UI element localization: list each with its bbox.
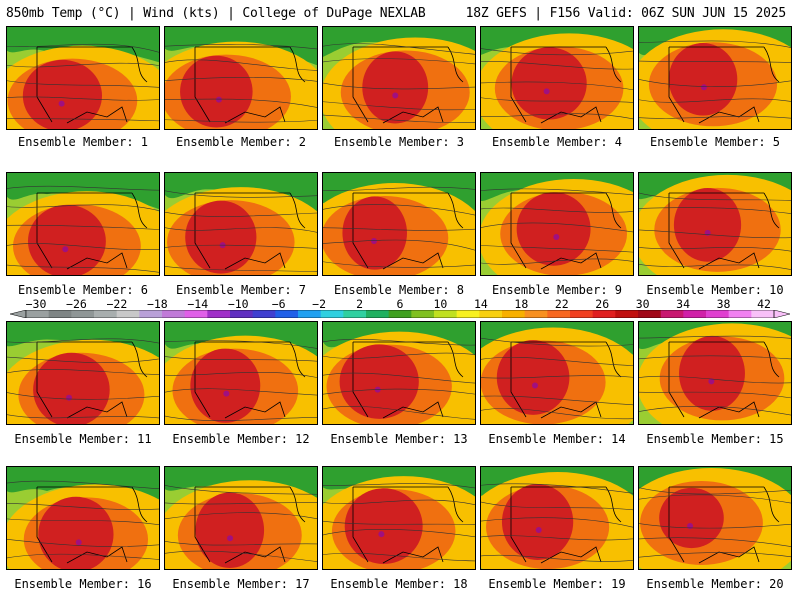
colorbar-segment xyxy=(207,310,231,318)
ensemble-member-label-15: Ensemble Member: 15 xyxy=(646,432,784,446)
ensemble-member-map-16 xyxy=(6,466,160,570)
colorbar-segment xyxy=(592,310,616,318)
colorbar-min-arrow xyxy=(10,310,27,318)
colorbar-segment xyxy=(252,310,276,318)
ensemble-member-label-10: Ensemble Member: 10 xyxy=(646,283,784,297)
ensemble-member-map-3 xyxy=(322,26,476,130)
colorbar-segment xyxy=(320,310,344,318)
ensemble-member-label-7: Ensemble Member: 7 xyxy=(175,283,307,297)
colorbar-tick-label: 18 xyxy=(514,297,529,311)
ensemble-member-map-4 xyxy=(480,26,634,130)
colorbar-segment xyxy=(162,310,186,318)
ensemble-member-map-2 xyxy=(164,26,318,130)
colorbar-tick-label: 38 xyxy=(716,297,731,311)
colorbar-segment xyxy=(434,310,458,318)
product-title: 850mb Temp (°C) | Wind (kts) | College o… xyxy=(6,6,426,21)
colorbar-segment xyxy=(456,310,480,318)
colorbar-tick-label: 30 xyxy=(635,297,650,311)
colorbar-segment xyxy=(751,310,775,318)
colorbar-tick-label: −18 xyxy=(146,297,168,311)
ensemble-member-label-9: Ensemble Member: 9 xyxy=(491,283,623,297)
ensemble-member-label-14: Ensemble Member: 14 xyxy=(488,432,626,446)
colorbar-segment xyxy=(366,310,390,318)
ensemble-member-label-17: Ensemble Member: 17 xyxy=(172,577,310,591)
ensemble-member-map-19 xyxy=(480,466,634,570)
colorbar-tick-label: −14 xyxy=(187,297,209,311)
ensemble-member-map-13 xyxy=(322,321,476,425)
colorbar-segment xyxy=(502,310,526,318)
colorbar-segment xyxy=(48,310,72,318)
colorbar-segment xyxy=(706,310,730,318)
colorbar-segment xyxy=(139,310,163,318)
colorbar-tick-label: 2 xyxy=(356,297,364,311)
ensemble-member-map-12 xyxy=(164,321,318,425)
ensemble-member-map-7 xyxy=(164,172,318,276)
ensemble-member-label-20: Ensemble Member: 20 xyxy=(646,577,784,591)
colorbar-segment xyxy=(298,310,322,318)
ensemble-member-map-18 xyxy=(322,466,476,570)
colorbar-segment xyxy=(683,310,707,318)
colorbar-tick-label: −6 xyxy=(271,297,286,311)
colorbar-segment xyxy=(638,310,662,318)
colorbar-segment xyxy=(71,310,95,318)
colorbar-segment xyxy=(388,310,412,318)
colorbar-segment xyxy=(184,310,208,318)
ensemble-member-label-1: Ensemble Member: 1 xyxy=(17,135,149,149)
colorbar-segment xyxy=(615,310,639,318)
colorbar-segment xyxy=(343,310,367,318)
colorbar-tick-label: 42 xyxy=(757,297,771,311)
colorbar-tick-label: −22 xyxy=(106,297,128,311)
ensemble-member-map-15 xyxy=(638,321,792,425)
colorbar-tick-label: −30 xyxy=(25,297,47,311)
colorbar-segment xyxy=(94,310,118,318)
ensemble-member-map-17 xyxy=(164,466,318,570)
colorbar-segment xyxy=(479,310,503,318)
temperature-colorbar xyxy=(10,310,790,318)
colorbar-tick-label: −2 xyxy=(312,297,327,311)
ensemble-member-map-8 xyxy=(322,172,476,276)
colorbar-segment xyxy=(116,310,140,318)
ensemble-member-map-5 xyxy=(638,26,792,130)
colorbar-tick-label: 10 xyxy=(433,297,448,311)
ensemble-member-map-14 xyxy=(480,321,634,425)
ensemble-member-label-16: Ensemble Member: 16 xyxy=(14,577,152,591)
ensemble-member-map-11 xyxy=(6,321,160,425)
colorbar-segment xyxy=(660,310,684,318)
ensemble-member-map-20 xyxy=(638,466,792,570)
colorbar-tick-label: 26 xyxy=(595,297,610,311)
ensemble-member-label-13: Ensemble Member: 13 xyxy=(330,432,468,446)
colorbar-segment xyxy=(230,310,254,318)
ensemble-member-label-12: Ensemble Member: 12 xyxy=(172,432,310,446)
header: 850mb Temp (°C) | Wind (kts) | College o… xyxy=(0,0,800,24)
colorbar-tick-label: 34 xyxy=(676,297,691,311)
colorbar-max-arrow xyxy=(773,310,790,318)
ensemble-member-label-19: Ensemble Member: 19 xyxy=(488,577,626,591)
ensemble-member-label-4: Ensemble Member: 4 xyxy=(491,135,623,149)
colorbar-segment xyxy=(275,310,299,318)
ensemble-member-map-9 xyxy=(480,172,634,276)
ensemble-member-label-11: Ensemble Member: 11 xyxy=(14,432,152,446)
colorbar-tick-label: 14 xyxy=(473,297,488,311)
run-valid-time: 18Z GEFS | F156 Valid: 06Z SUN JUN 15 20… xyxy=(465,6,787,21)
colorbar-tick-label: −10 xyxy=(227,297,249,311)
colorbar-segment xyxy=(26,310,50,318)
ensemble-member-label-3: Ensemble Member: 3 xyxy=(333,135,465,149)
ensemble-member-map-6 xyxy=(6,172,160,276)
ensemble-member-map-10 xyxy=(638,172,792,276)
colorbar-segment xyxy=(570,310,594,318)
colorbar-segment xyxy=(728,310,752,318)
ensemble-member-label-6: Ensemble Member: 6 xyxy=(17,283,149,297)
colorbar-segment xyxy=(524,310,548,318)
ensemble-member-label-5: Ensemble Member: 5 xyxy=(649,135,781,149)
colorbar-tick-label: 22 xyxy=(554,297,569,311)
colorbar-segment xyxy=(411,310,435,318)
ensemble-member-label-2: Ensemble Member: 2 xyxy=(175,135,307,149)
ensemble-member-label-8: Ensemble Member: 8 xyxy=(333,283,465,297)
colorbar-tick-label: −26 xyxy=(66,297,87,311)
ensemble-member-map-1 xyxy=(6,26,160,130)
ensemble-member-label-18: Ensemble Member: 18 xyxy=(330,577,468,591)
colorbar-segment xyxy=(547,310,571,318)
colorbar-tick-label: 6 xyxy=(396,297,404,311)
